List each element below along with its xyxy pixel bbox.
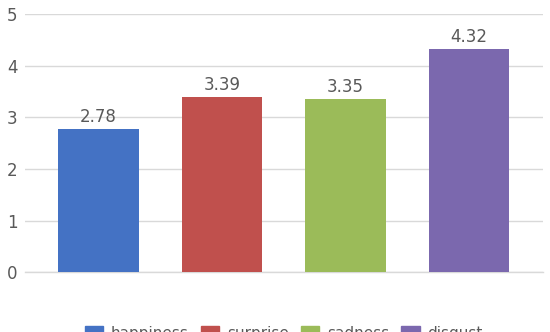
- Text: 3.35: 3.35: [327, 78, 364, 96]
- Text: 3.39: 3.39: [204, 76, 240, 94]
- Bar: [429, 49, 509, 272]
- Text: 2.78: 2.78: [80, 108, 117, 125]
- Text: 4.32: 4.32: [450, 28, 487, 46]
- Legend: happiness, surprise, sadness, disgust: happiness, surprise, sadness, disgust: [79, 320, 489, 332]
- Bar: [58, 128, 139, 272]
- Bar: [305, 99, 386, 272]
- Bar: [182, 97, 262, 272]
